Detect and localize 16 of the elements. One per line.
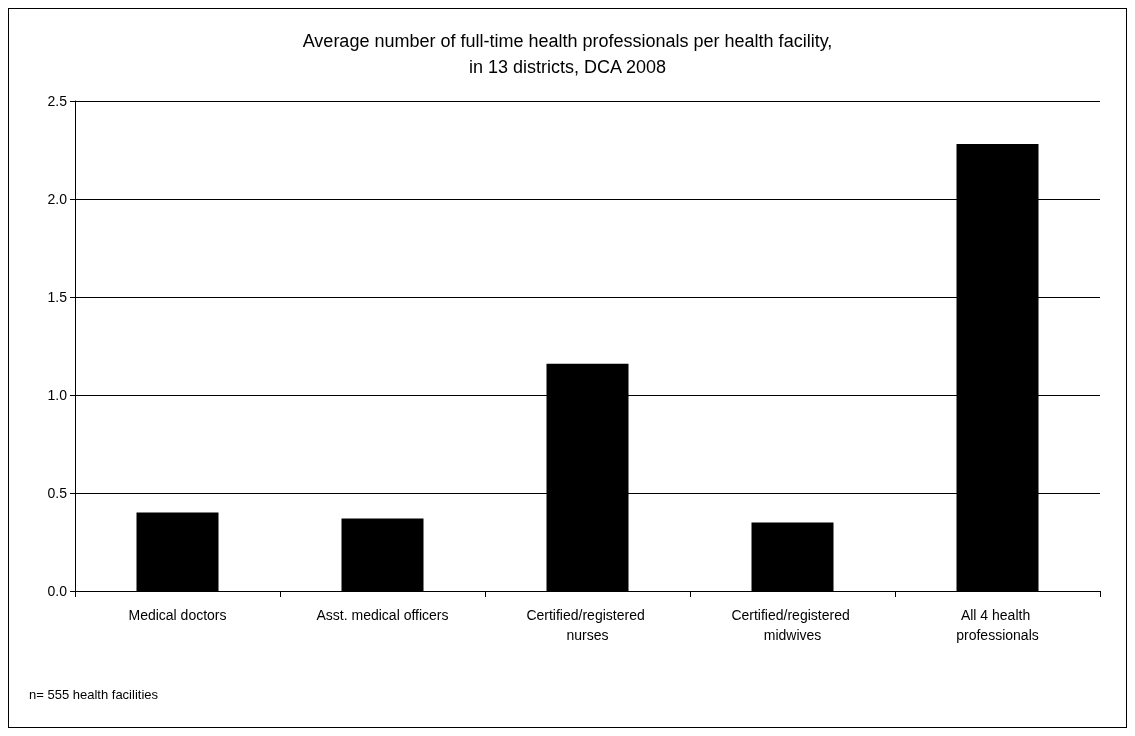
text: n= 555 health facilities xyxy=(29,687,159,702)
x-tick-label: Certified/registered nurses xyxy=(526,607,649,643)
bar xyxy=(751,522,834,591)
y-tick-label: 1.5 xyxy=(47,289,68,305)
y-tick-label: 2.0 xyxy=(47,191,68,207)
x-tick-label: All 4 health professionals xyxy=(956,607,1039,643)
x-tick-label: Certified/registered midwives xyxy=(731,607,854,643)
x-tick-label: Asst. medical officers xyxy=(316,607,449,623)
chart-title: Average number of full-time health professionals per health facility, in 13 districts, DCA 2008 xyxy=(302,31,833,77)
y-tick-label: 0.5 xyxy=(47,485,68,501)
y-tick-label: 0.0 xyxy=(47,583,68,599)
bar xyxy=(341,518,424,591)
bar xyxy=(136,512,219,591)
x-tick-label: Medical doctors xyxy=(128,607,227,623)
y-tick-label: 2.5 xyxy=(47,93,68,109)
y-tick-label: 1.0 xyxy=(47,387,68,403)
